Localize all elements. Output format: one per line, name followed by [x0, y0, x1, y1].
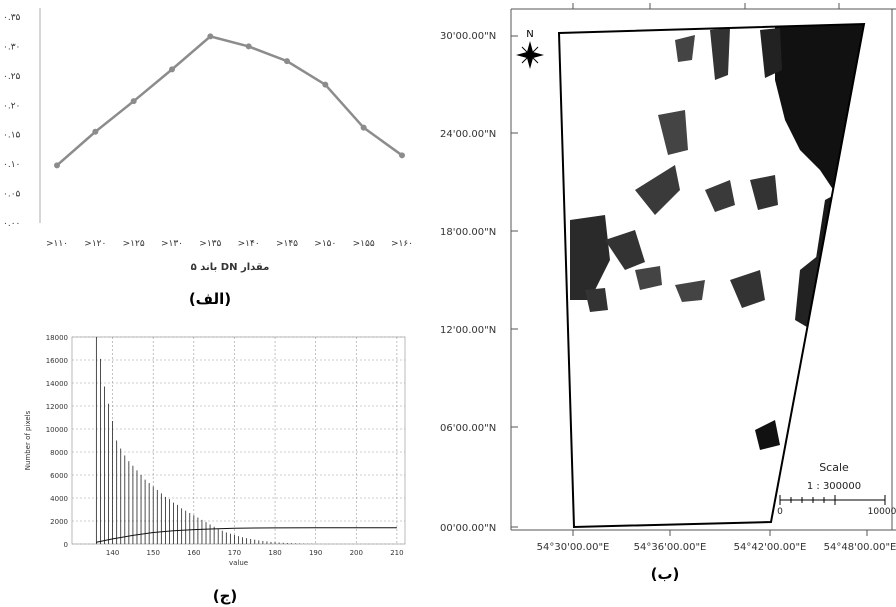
y-tick-label: 8000: [50, 449, 68, 457]
y-tick-label: 12000: [46, 403, 68, 411]
y-tick-label: 16000: [46, 357, 68, 365]
data-point: [54, 162, 60, 169]
plot-frame: [71, 336, 406, 545]
x-tick-label: >۱۶۰: [391, 239, 413, 249]
y-tick-label: ۰.۳۵: [3, 13, 21, 23]
lat-label-06: 06'00.00"N: [440, 423, 496, 434]
y-tick-label: ۰.۱۰: [3, 160, 20, 170]
caption-be: (ب): [650, 565, 680, 583]
x-tick-label: >۱۱۰: [46, 239, 68, 249]
x-tick-label: >۱۵۰: [314, 239, 336, 249]
x-axis-title: value: [229, 559, 248, 567]
scale-label-max: 10000: [868, 507, 896, 517]
x-tick-label: >۱۵۵: [353, 239, 375, 249]
y-tick-label: 0: [64, 541, 68, 549]
y-axis-title: Number of pixels: [24, 410, 32, 470]
data-point: [92, 128, 99, 135]
y-tick-label: ۰.۲۵: [3, 72, 21, 82]
data-point: [245, 43, 252, 50]
classified-map: 30'00.00"N 24'00.00"N 18'00.00"N 12'00.0…: [440, 3, 896, 553]
y-tick-label: 6000: [50, 472, 68, 480]
series-line: [56, 35, 403, 167]
y-tick-label: ۰.۱۵: [3, 131, 21, 141]
lat-label-12: 12'00.00"N: [440, 325, 496, 336]
caption-alef: (الف): [188, 290, 232, 308]
scale-bar: [779, 495, 886, 505]
x-tick-label: >۱۳۵: [199, 239, 221, 249]
lat-label-00: 00'00.00"N: [440, 523, 496, 534]
scale-label-zero: 0: [777, 507, 783, 517]
y-tick-label: 18000: [46, 334, 68, 342]
study-area-outline: [557, 22, 866, 529]
y-tick-label: 4000: [50, 495, 68, 503]
scale-title: Scale: [819, 461, 849, 474]
x-tick-label: >۱۴۰: [238, 239, 260, 249]
x-tick-label: 160: [187, 549, 200, 557]
x-tick-label: 180: [268, 549, 281, 557]
caption-jim: (ج): [212, 587, 238, 605]
lat-label-30: 30'00.00"N: [440, 31, 496, 42]
x-tick-label: >۱۳۰: [161, 239, 183, 249]
data-point: [169, 66, 175, 73]
x-tick-label: >۱۴۵: [276, 239, 298, 249]
data-point: [360, 124, 367, 131]
scale-ratio: 1 : 300000: [807, 481, 861, 492]
y-tick-label: ۰.۰۵: [3, 190, 21, 200]
x-axis-title: مقدار DN باند ۵: [191, 262, 270, 273]
data-point: [130, 98, 137, 105]
y-tick-label: 2000: [50, 518, 68, 526]
x-tick-label: 190: [309, 549, 322, 557]
north-arrow-icon: [516, 41, 544, 69]
x-tick-label: 210: [390, 549, 403, 557]
x-tick-label: >۱۲۵: [123, 239, 145, 249]
y-tick-label: ۰.۰۰: [3, 219, 20, 229]
data-point: [322, 81, 329, 88]
y-tick-label: 14000: [46, 380, 68, 388]
data-point: [284, 58, 290, 65]
y-tick-label: 10000: [46, 426, 68, 434]
north-label: N: [526, 29, 533, 40]
cumulative-line: [96, 527, 397, 543]
data-point: [207, 33, 214, 40]
data-point: [399, 152, 405, 159]
lat-label-18: 18'00.00"N: [440, 227, 496, 238]
lon-label-3000: 54°30'00.00"E: [537, 542, 610, 553]
lon-label-4200: 54°42'00.00"E: [734, 542, 807, 553]
lat-label-24: 24'00.00"N: [440, 129, 496, 140]
y-tick-label: ۰.۳۰: [3, 42, 20, 52]
y-tick-label: ۰.۲۰: [3, 101, 20, 111]
x-tick-label: 150: [147, 549, 160, 557]
lon-label-3600: 54°36'00.00"E: [634, 542, 707, 553]
x-tick-label: 170: [228, 549, 241, 557]
histogram-chart: 0 2000 4000 6000 8000 10000 12000 14000 16000 180…: [24, 334, 406, 567]
x-tick-label: 140: [106, 549, 119, 557]
x-tick-label: >۱۲۰: [84, 239, 106, 249]
line-chart-dn-band5: ۰.۰۰ ۰.۰۵ ۰.۱۰ ۰.۱۵ ۰.۲۰ ۰.۲۵ ۰.۳۰ ۰.۳۵ >۱۱۰ >۱۲۰…: [3, 8, 413, 273]
lon-label-4800: 54°48'00.00"E: [824, 542, 896, 553]
x-tick-label: 200: [350, 549, 363, 557]
